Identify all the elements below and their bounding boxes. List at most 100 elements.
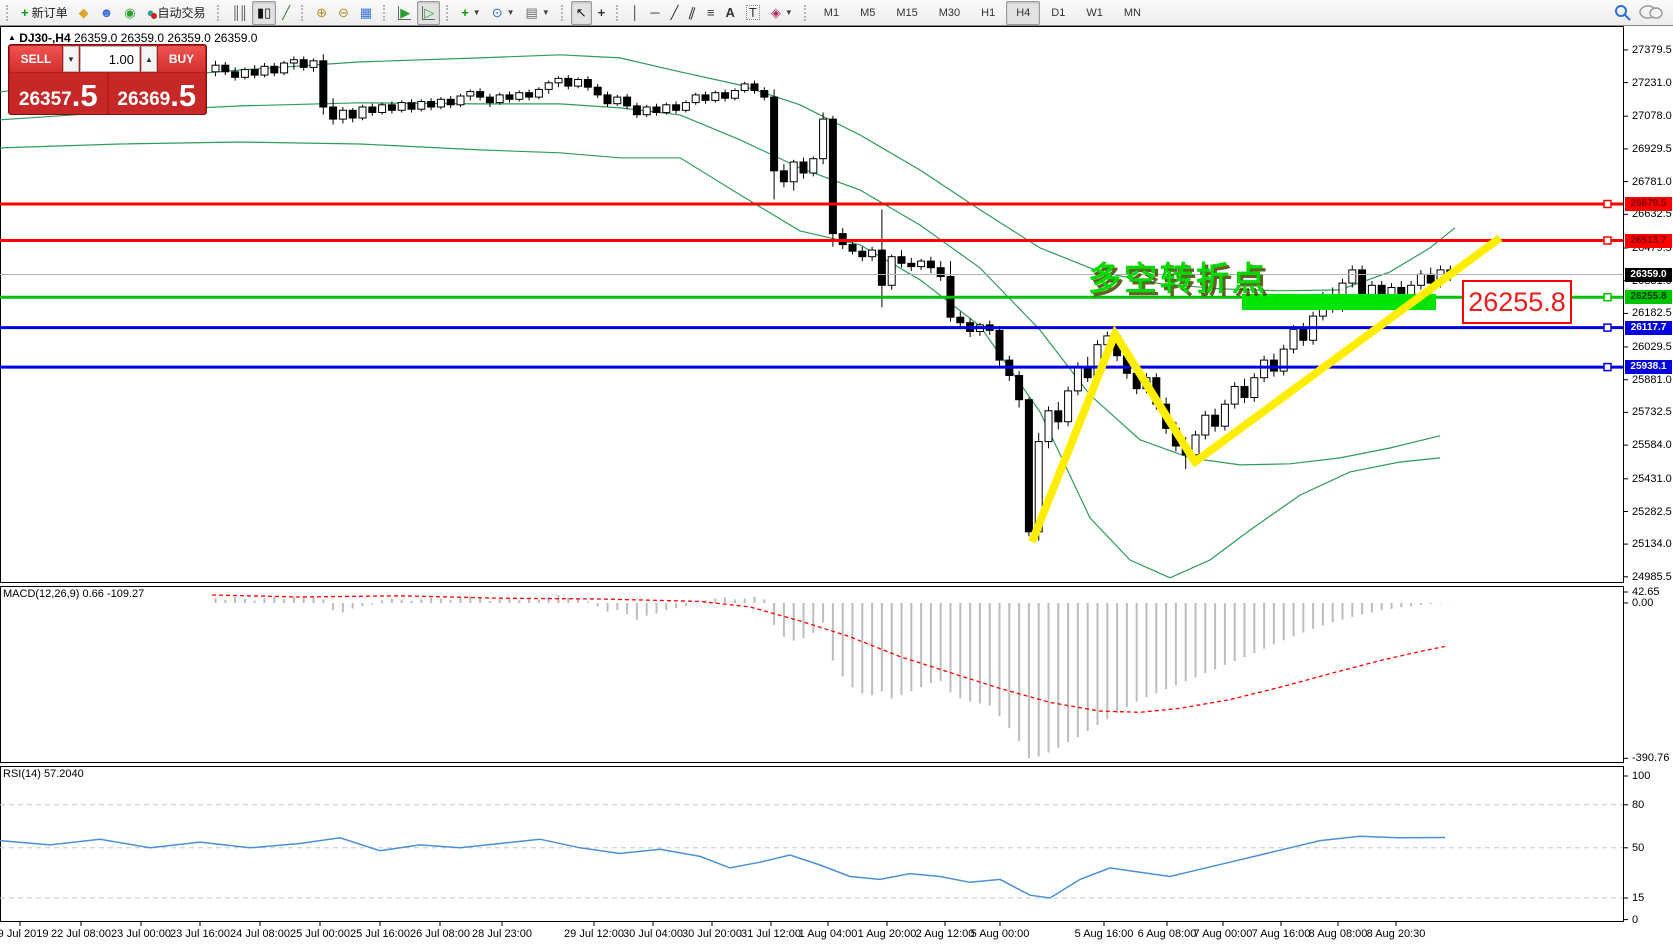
price-tick-label: 24985.5 [1632,570,1672,583]
price-tick-label: 25134.0 [1632,538,1672,551]
window-marker-icon: ▲ [8,33,16,42]
turning-point-annotation[interactable]: 多空转折点 [1088,259,1268,297]
line-chart-button[interactable]: ╱ [277,1,295,25]
timeframe-h1[interactable]: H1 [971,1,1005,25]
timeframe-m5[interactable]: M5 [850,1,885,25]
green-zone-rectangle[interactable] [1242,293,1436,310]
time-tick-label: 31 Jul 12:00 [741,928,801,940]
rsi-tick-label: 15 [1632,892,1645,904]
sell-button[interactable]: SELL [10,46,62,72]
horizontal-line-button[interactable]: ─ [645,1,664,25]
trendline-button[interactable]: ╱ [666,1,684,25]
price-tick-label: 27379.5 [1632,43,1672,56]
timeframe-m5-label: M5 [860,6,876,19]
buy-button[interactable]: BUY [158,46,205,72]
timeframe-m1[interactable]: M1 [814,1,849,25]
volume-up-button[interactable]: ▲ [141,46,157,72]
candlestick-chart-button[interactable]: ▮▯ [251,0,277,25]
market-watch-icon: ◉ [124,5,136,20]
text-label-button[interactable]: T [741,1,765,25]
time-tick-label: 25 Jul 00:00 [290,928,350,940]
auto-scroll-button[interactable]: ▶ [393,1,416,25]
buy-price-pips: .5 [170,78,197,113]
arrows-button[interactable]: ◈ ▼ [766,1,798,25]
text-button[interactable]: A [721,1,740,25]
macd-histogram [214,595,1452,758]
buy-price-display[interactable]: 26369.5 [108,73,205,114]
rsi-line [0,835,1446,899]
cursor-icon: ↖ [575,5,587,20]
price-alert-box[interactable]: 26255.8 [1462,279,1572,324]
timeframe-mn[interactable]: MN [1114,1,1151,25]
time-tick-label: 30 Jul 04:00 [623,928,683,940]
price-tick-label: 26029.5 [1632,341,1672,353]
price-tick-label: 26632.5 [1632,208,1672,221]
timeframe-w1[interactable]: W1 [1076,1,1113,25]
price-tick-label: 25282.5 [1632,505,1672,518]
tile-windows-button[interactable]: ▦ [355,1,377,25]
timeframe-m30[interactable]: M30 [929,1,970,25]
volume-down-button[interactable]: ▼ [63,46,79,72]
autotrading-button-label: 自动交易 [157,6,206,20]
volume-input[interactable]: 1.00 [80,46,140,72]
level-price-tag: 26513.7 [1625,233,1672,248]
profiles-icon: ☻ [99,5,114,20]
vertical-line-button[interactable]: │ [626,1,644,25]
vertical-line-icon: │ [631,5,640,20]
price-tick-label: 25881.0 [1632,373,1672,386]
macd-tick-label: -390.76 [1632,752,1670,765]
new-order-icon: + [21,5,29,20]
crosshair-button[interactable]: + [593,1,611,25]
time-tick-label: 5 Aug 00:00 [970,928,1030,940]
bar-chart-button[interactable]: ║║ [227,1,251,25]
time-tick-label: 29 Jul 12:00 [564,928,624,940]
time-tick-label: 25 Jul 16:00 [350,928,410,940]
search-icon[interactable] [1614,4,1631,21]
periods-icon: ⊙ [491,5,503,20]
time-tick-label: 8 Aug 20:30 [1366,928,1426,940]
one-click-trading-panel: SELL ▼ 1.00 ▲ BUY 26357.5 26369.5 [8,44,207,115]
sell-price-display[interactable]: 26357.5 [10,73,107,114]
new-chart-icon: ◆ [78,5,89,20]
zigzag-trendline[interactable] [1028,234,1503,544]
price-tick-label: 25732.5 [1632,406,1672,419]
level-price-tag: 26679.5 [1625,197,1672,211]
rsi-tick-label: 0 [1632,913,1639,926]
time-tick-label: 8 Aug 08:00 [1308,928,1368,940]
templates-button[interactable]: ▤ ▼ [521,1,555,25]
rsi-tick-label: 50 [1632,841,1645,854]
chat-icon[interactable] [1639,4,1663,21]
chart-shift-button[interactable]: ▷ [417,0,441,25]
toolbar-grip [216,4,222,21]
indicators-button[interactable]: + ▼ [456,1,486,25]
chart-symbol: DJ30-,H4 [19,31,71,45]
time-tick-label: 23 Jul 16:00 [170,928,230,940]
price-tick-label: 26929.5 [1632,142,1672,155]
rsi-tick-label: 100 [1632,770,1651,782]
market-watch-button[interactable]: ◉ [119,1,140,25]
chevron-down-icon: ▼ [472,8,481,17]
rsi-label: RSI(14) 57.2040 [3,768,84,780]
macd-tick-label: 0.00 [1632,597,1654,609]
chevron-down-icon: ▼ [506,8,515,17]
price-tick-label: 26182.5 [1632,307,1672,320]
line-chart-icon: ╱ [282,5,291,20]
timeframe-h4[interactable]: H4 [1006,0,1041,25]
new-order-button[interactable]: + 新订单 [16,1,73,25]
autotrading-button[interactable]: ● 自动交易 [142,1,211,25]
candlestick-chart-icon: ▮▯ [256,5,272,20]
fibonacci-button[interactable]: ≡ [702,1,720,25]
cursor-button[interactable]: ↖ [570,0,592,25]
periods-button[interactable]: ⊙ ▼ [487,1,520,25]
timeframe-m15[interactable]: M15 [886,1,927,25]
timeframe-d1[interactable]: D1 [1041,1,1075,25]
toolbar-grip [6,4,11,21]
new-chart-button[interactable]: ◆ [74,1,94,25]
level-price-tag: 26255.8 [1625,290,1672,305]
bar-chart-icon: ║║ [231,5,248,20]
zoom-out-button[interactable]: ⊖ [333,1,354,25]
zoom-in-button[interactable]: ⊕ [311,1,332,25]
price-tick-label: 27231.0 [1632,76,1672,89]
timeframe-h4-label: H4 [1016,6,1031,19]
profiles-button[interactable]: ☻ [95,1,119,25]
